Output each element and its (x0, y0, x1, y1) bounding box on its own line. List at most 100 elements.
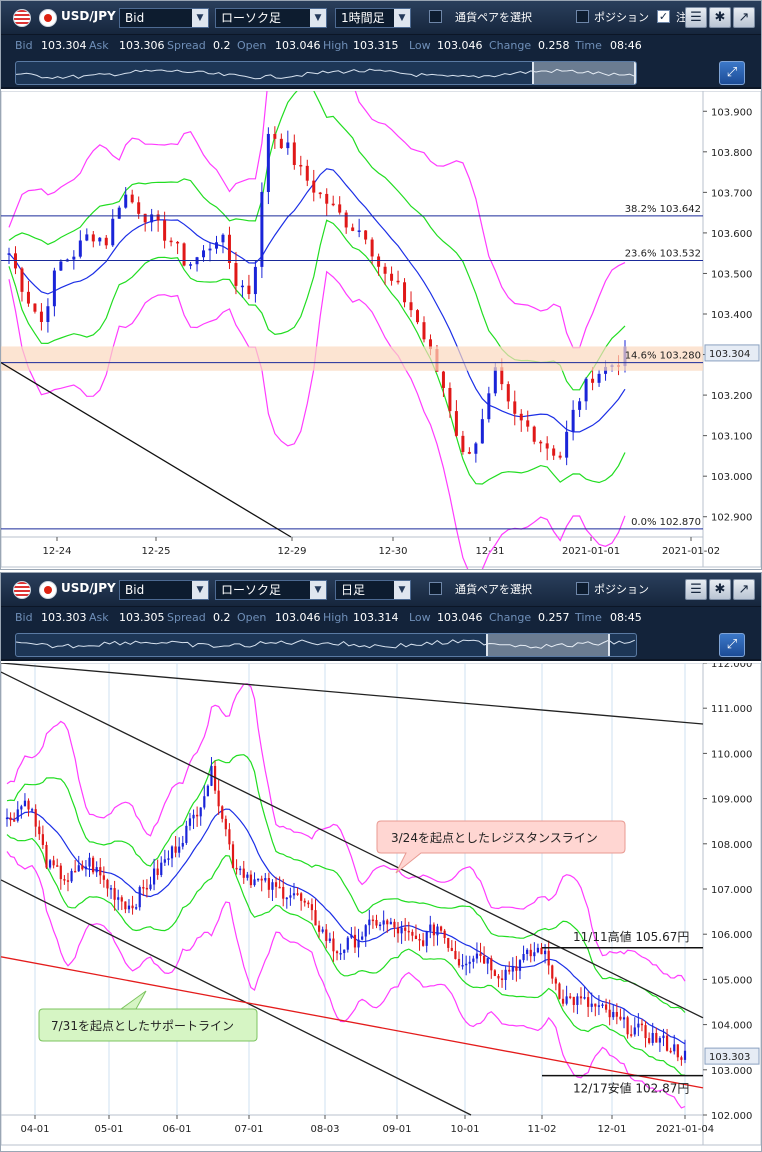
candle-body (70, 870, 73, 882)
bid-value: 103.304 (41, 39, 87, 52)
hourly-candlestick-chart: 12-24 12-25 12-29 12-30 12-31 2021-01-01 2021-… (1, 91, 761, 569)
chart-toolbar: USD/JPY Bid ▼ ローソク足 ▼ 日足 ▼ 通貨ペアを選択 ポジション ☰ … (1, 573, 761, 607)
indicator-list-icon[interactable]: ☰ (685, 7, 707, 28)
candle-body (640, 1023, 644, 1026)
candle-body (432, 924, 435, 936)
candle-body (511, 966, 514, 972)
candle-body (447, 937, 450, 948)
quote-bar: Bid 103.303 Ask 103.305 Spread 0.2 Open … (1, 607, 761, 629)
candle-body (227, 234, 231, 263)
popout-icon[interactable]: ↗ (733, 579, 755, 600)
candle-body (626, 1017, 629, 1035)
candle-body (409, 302, 413, 311)
price-axis (702, 663, 761, 1146)
candle-body (386, 920, 389, 925)
candle-body (371, 919, 375, 922)
candle-body (467, 451, 471, 454)
candle-body (428, 339, 432, 350)
candle-body (351, 227, 355, 231)
candle-body (493, 970, 496, 976)
candle-body (150, 214, 154, 223)
us-flag-icon (13, 581, 31, 599)
navigator-range-handle[interactable] (486, 634, 610, 656)
currency-pair-label[interactable]: USD/JPY (61, 9, 116, 23)
candle-body (59, 261, 63, 271)
candle-body (486, 958, 489, 964)
candle-body (465, 963, 468, 966)
price-type-select[interactable]: Bid ▼ (119, 8, 209, 28)
time-value: 08:45 (610, 611, 642, 624)
chevron-down-icon: ▼ (192, 581, 208, 599)
candle-body (257, 878, 260, 881)
gear-icon[interactable]: ✱ (709, 579, 731, 600)
indicator-list-icon[interactable]: ☰ (685, 579, 707, 600)
chevron-down-icon: ▼ (394, 9, 410, 27)
navigator-track[interactable] (15, 61, 637, 85)
candle-body (7, 253, 11, 255)
time-axis (1, 1114, 704, 1146)
candle-body (526, 420, 530, 427)
y-tick-label: 103.000 (711, 472, 752, 483)
price-type-select[interactable]: Bid ▼ (119, 580, 209, 600)
navigator-range-handle[interactable] (532, 62, 636, 84)
candle-body (228, 829, 231, 845)
candle-body (182, 243, 186, 266)
candle-body (242, 868, 245, 878)
y-tick-label: 110.000 (711, 749, 752, 760)
candle-body (370, 239, 374, 257)
chart-type-select[interactable]: ローソク足 ▼ (215, 8, 327, 28)
candle-body (513, 401, 517, 414)
bid-value: 103.303 (41, 611, 87, 624)
timeframe-select[interactable]: 日足 ▼ (335, 580, 411, 600)
gear-icon[interactable]: ✱ (709, 7, 731, 28)
candle-body (493, 367, 497, 394)
candle-body (665, 1035, 669, 1051)
navigator-track[interactable] (15, 633, 637, 657)
spread-value: 0.2 (213, 611, 231, 624)
candle-body (508, 969, 511, 972)
fit-range-icon[interactable]: ⤢ (719, 633, 745, 657)
currency-pair-label[interactable]: USD/JPY (61, 581, 116, 595)
position-checkbox[interactable] (576, 10, 589, 23)
candle-body (325, 193, 329, 204)
candle-body (615, 1012, 618, 1017)
candle-body (130, 194, 134, 203)
candle-body (312, 180, 316, 193)
candle-body (378, 924, 382, 927)
popout-icon[interactable]: ↗ (733, 7, 755, 28)
order-checkbox[interactable]: ✓ (657, 10, 670, 23)
timeframe-select[interactable]: 1時間足 ▼ (335, 8, 411, 28)
long-trend-line (1, 663, 704, 725)
spread-label: Spread (167, 611, 206, 624)
moving-average-line (6, 808, 686, 1045)
select-pair-checkbox[interactable] (429, 10, 442, 23)
candle-body (124, 194, 128, 208)
ask-label: Ask (89, 39, 109, 52)
x-tick-label: 2021-01-04 (656, 1124, 714, 1135)
candle-body (601, 1004, 604, 1006)
price-axis (702, 91, 761, 568)
candle-body (571, 409, 575, 432)
candle-body (167, 858, 170, 860)
candle-body (124, 901, 127, 910)
candle-body (418, 938, 421, 941)
candle-body (142, 887, 145, 889)
position-checkbox[interactable] (576, 582, 589, 595)
candle-body (214, 242, 218, 249)
candle-body (662, 1035, 665, 1039)
fit-range-icon[interactable]: ⤢ (719, 61, 745, 85)
y-tick-label: 108.000 (711, 840, 752, 851)
candle-body (578, 401, 582, 410)
candle-body (317, 925, 321, 932)
trend-line (1, 362, 292, 538)
candle-body (234, 262, 238, 286)
candle-body (278, 886, 281, 889)
spread-label: Spread (167, 39, 206, 52)
jp-flag-icon (39, 9, 57, 27)
chart-navigator: ⤢ (1, 57, 761, 89)
timeframe-value: 日足 (341, 583, 366, 597)
chart-type-select[interactable]: ローソク足 ▼ (215, 580, 327, 600)
select-pair-checkbox[interactable] (429, 582, 442, 595)
candle-body (479, 953, 482, 956)
candle-body (217, 790, 220, 807)
